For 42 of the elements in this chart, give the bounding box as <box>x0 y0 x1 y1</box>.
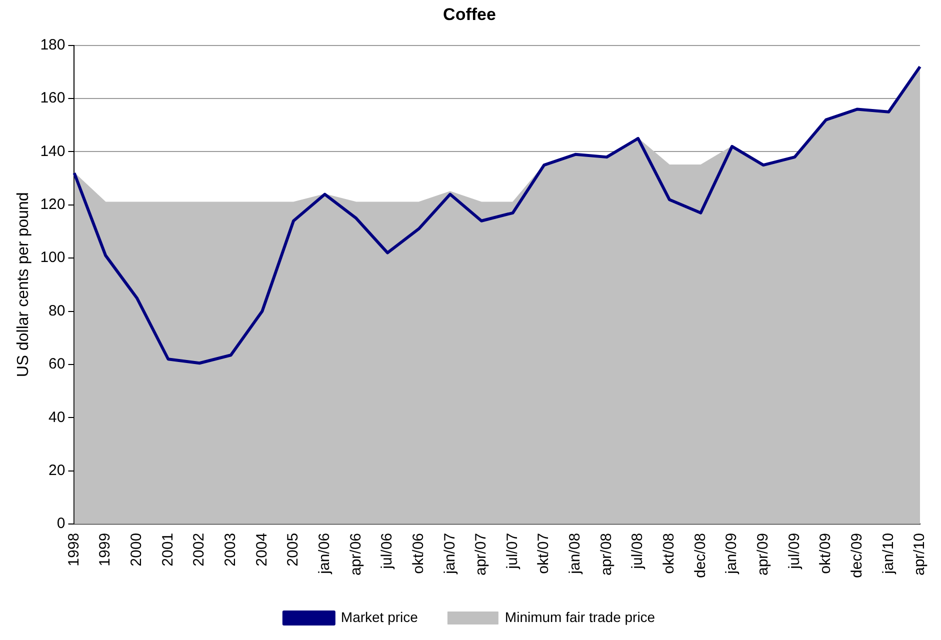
y-tick-label: 100 <box>40 249 66 266</box>
y-tick-label: 40 <box>48 408 66 426</box>
y-tick-label: 120 <box>40 196 66 214</box>
y-tick-label: 160 <box>40 90 66 107</box>
x-tick-label: okt/07 <box>535 532 552 574</box>
y-tick-label: 180 <box>40 36 66 54</box>
x-tick-label: 2002 <box>190 532 208 566</box>
x-tick-label: 1999 <box>96 532 114 566</box>
y-tick-label: 80 <box>48 302 66 320</box>
x-tick-label: apr/06 <box>347 532 364 576</box>
x-tick-label: 2003 <box>222 532 239 566</box>
x-tick-label: jan/09 <box>723 532 740 575</box>
y-tick-label: 60 <box>48 356 66 373</box>
x-tick-label: apr/08 <box>598 532 615 576</box>
x-tick-label: dec/08 <box>692 532 709 578</box>
x-tick-label: jul/08 <box>629 532 646 570</box>
x-tick-label: apr/07 <box>472 532 490 576</box>
x-tick-label: jan/08 <box>566 532 584 575</box>
chart-title: Coffee <box>443 4 496 24</box>
x-tick-label: jan/10 <box>880 532 897 575</box>
x-tick-label: okt/09 <box>817 532 834 574</box>
x-tick-label: apr/09 <box>754 532 772 576</box>
x-tick-label: dec/09 <box>848 532 866 578</box>
x-tick-label: jan/07 <box>441 532 458 575</box>
y-tick-label: 0 <box>56 515 66 532</box>
y-tick-label: 140 <box>40 142 66 160</box>
x-tick-label: jul/07 <box>504 532 521 570</box>
y-tick-label: 20 <box>48 462 66 479</box>
x-tick-label: 2001 <box>159 532 176 566</box>
x-tick-label: jul/09 <box>786 532 803 570</box>
y-axis-title: US dollar cents per pound <box>15 192 32 378</box>
x-tick-label: jan/06 <box>316 532 333 575</box>
x-tick-label: 1998 <box>65 532 82 566</box>
x-tick-label: 2000 <box>128 532 146 566</box>
x-tick-label: okt/08 <box>660 532 678 574</box>
x-tick-label: 2005 <box>284 532 302 566</box>
x-tick-label: jul/06 <box>378 532 396 570</box>
x-tick-label: apr/10 <box>911 532 928 576</box>
x-tick-label: okt/06 <box>410 532 427 574</box>
legend-label: Market price <box>340 608 418 625</box>
x-tick-label: 2004 <box>253 532 270 566</box>
legend-label: Minimum fair trade price <box>504 608 656 625</box>
